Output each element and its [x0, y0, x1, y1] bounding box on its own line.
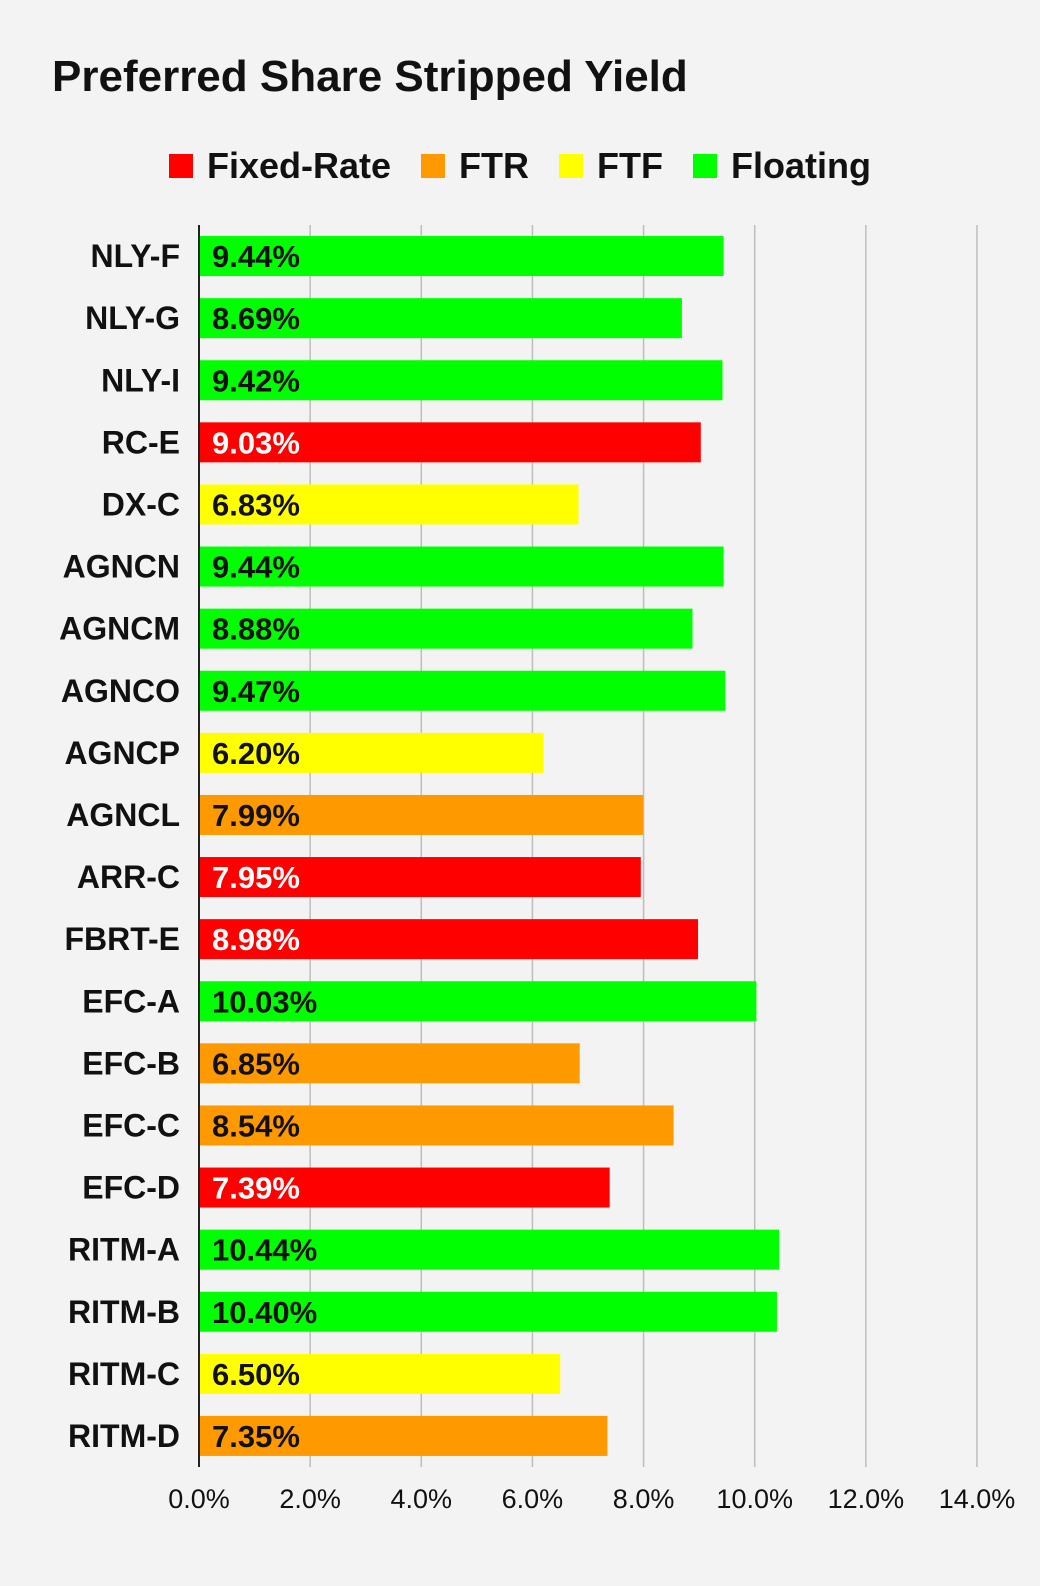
data-label: 8.54% — [212, 1108, 300, 1143]
data-label: 8.88% — [212, 612, 300, 647]
category-label: NLY-I — [101, 362, 180, 398]
legend-swatch — [559, 154, 584, 178]
x-tick-label: 14.0% — [939, 1484, 1016, 1514]
bar — [199, 981, 757, 1022]
category-label: AGNCM — [59, 611, 180, 647]
x-tick-label: 6.0% — [502, 1484, 564, 1514]
legend-item: FTR — [421, 145, 529, 187]
category-label: AGNCL — [66, 797, 180, 833]
category-label: AGNCO — [61, 673, 180, 709]
bar — [199, 1291, 777, 1332]
data-label: 7.35% — [212, 1419, 300, 1454]
data-label: 6.83% — [212, 487, 300, 522]
chart-legend: Fixed-Rate FTR FTF Floating — [0, 145, 1040, 187]
bar — [199, 1229, 780, 1270]
bar — [199, 484, 579, 525]
category-label: EFC-C — [82, 1107, 180, 1143]
bar — [199, 1043, 580, 1084]
bar — [199, 1353, 561, 1394]
bar — [199, 1105, 674, 1146]
data-label: 9.42% — [212, 363, 300, 398]
data-label: 10.44% — [212, 1233, 317, 1268]
legend-item: FTF — [559, 145, 663, 187]
category-label: RITM-A — [68, 1232, 180, 1268]
chart-title: Preferred Share Stripped Yield — [52, 52, 688, 101]
category-label: NLY-F — [91, 238, 181, 274]
bar — [199, 608, 693, 649]
legend-label: FTR — [459, 145, 530, 186]
bar — [199, 670, 726, 711]
category-label: NLY-G — [85, 300, 180, 336]
bar — [199, 1415, 608, 1456]
legend-item: Floating — [693, 145, 871, 187]
data-label: 9.44% — [212, 239, 300, 274]
data-label: 9.47% — [212, 674, 300, 709]
x-tick-label: 4.0% — [391, 1484, 453, 1514]
legend-label: Fixed-Rate — [207, 145, 392, 186]
legend-swatch — [693, 154, 718, 178]
category-label: EFC-B — [82, 1045, 180, 1081]
category-label: RITM-D — [68, 1418, 180, 1454]
data-label: 6.85% — [212, 1046, 300, 1081]
data-label: 7.99% — [212, 798, 300, 833]
category-label: RITM-B — [68, 1294, 180, 1330]
bar — [199, 857, 641, 898]
x-tick-label: 2.0% — [279, 1484, 341, 1514]
data-label: 7.39% — [212, 1171, 300, 1206]
bar — [199, 298, 682, 339]
bar — [199, 360, 723, 401]
bar — [199, 794, 644, 835]
bar — [199, 422, 701, 463]
x-tick-label: 0.0% — [168, 1484, 230, 1514]
category-label: ARR-C — [77, 859, 180, 895]
bar — [199, 732, 544, 773]
bar — [199, 236, 724, 277]
category-label: EFC-D — [82, 1170, 180, 1206]
legend-label: FTF — [597, 145, 664, 186]
category-label: RITM-C — [68, 1356, 180, 1392]
bar — [199, 546, 724, 587]
category-label: EFC-A — [82, 983, 180, 1019]
legend-swatch — [421, 154, 446, 178]
data-label: 6.50% — [212, 1357, 300, 1392]
data-label: 10.03% — [212, 984, 317, 1019]
category-label: RC-E — [102, 424, 180, 460]
bar — [199, 1167, 610, 1208]
category-label: FBRT-E — [64, 921, 180, 957]
category-label: AGNCP — [64, 735, 180, 771]
legend-swatch — [169, 154, 193, 178]
category-label: DX-C — [102, 486, 180, 522]
data-label: 6.20% — [212, 736, 300, 771]
x-tick-label: 12.0% — [828, 1484, 905, 1514]
legend-item: Fixed-Rate — [169, 145, 391, 187]
data-label: 8.69% — [212, 301, 300, 336]
data-label: 9.44% — [212, 550, 300, 585]
data-label: 10.40% — [212, 1295, 317, 1330]
x-tick-label: 8.0% — [613, 1484, 675, 1514]
category-label: AGNCN — [63, 549, 180, 585]
data-label: 8.98% — [212, 922, 300, 957]
legend-label: Floating — [731, 145, 871, 186]
x-tick-label: 10.0% — [716, 1484, 793, 1514]
data-label: 7.95% — [212, 860, 300, 895]
bar — [199, 919, 699, 960]
data-label: 9.03% — [212, 425, 300, 460]
